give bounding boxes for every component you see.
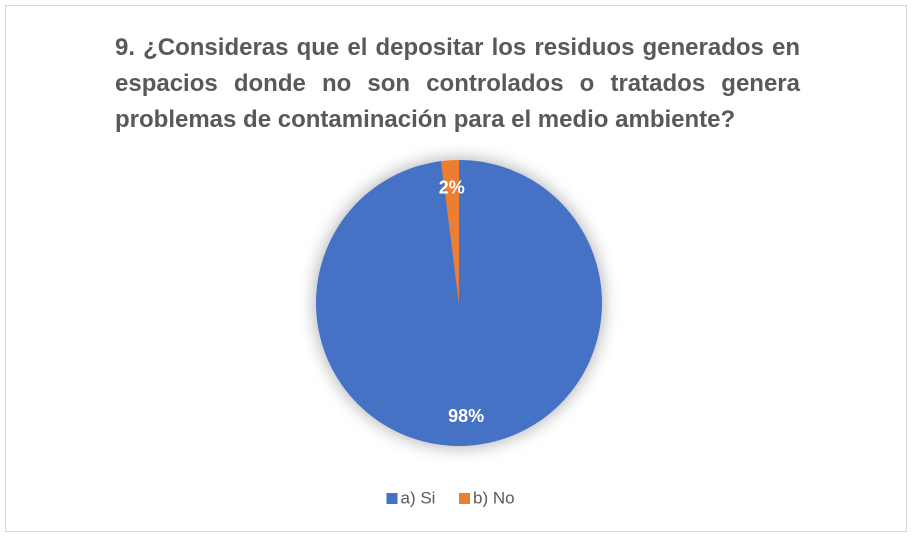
legend-swatch — [386, 493, 398, 504]
pie — [315, 160, 602, 447]
data-label: 2% — [439, 178, 465, 198]
legend-swatch — [459, 493, 470, 504]
chart-frame — [5, 5, 907, 532]
legend-label: b) No — [473, 488, 515, 507]
pie-slice — [441, 160, 459, 303]
data-label: 98% — [448, 406, 484, 426]
legend-label: a) Si — [401, 488, 436, 507]
chart-title: 9. ¿Consideras que el depositar los resi… — [115, 34, 800, 133]
pie-slice — [315, 160, 602, 447]
